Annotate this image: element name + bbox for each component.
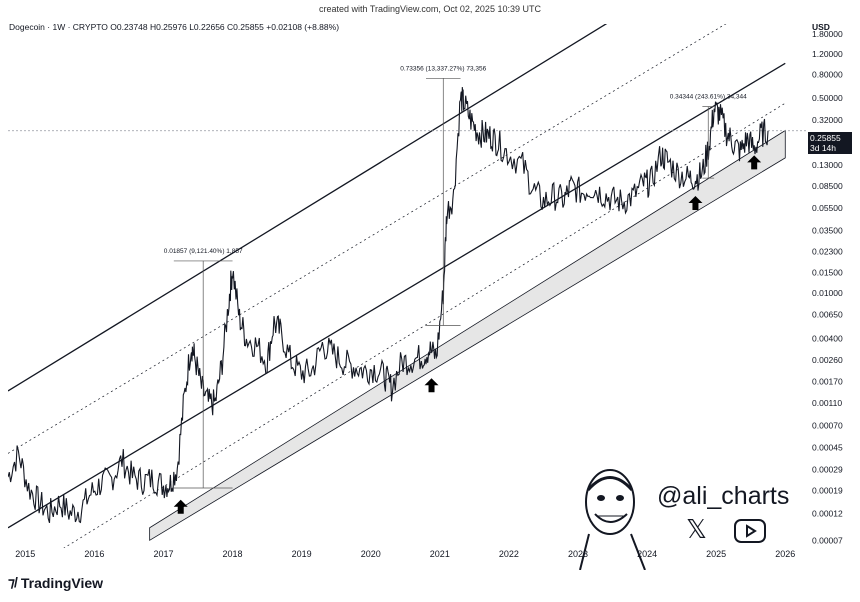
header-layer: Dogecoin · 1W · CRYPTO O0.23748 H0.25976… xyxy=(9,22,339,32)
annotation-layer: 0.01857 (9,121.40%) 1,857 0.73356 (13,337… xyxy=(164,65,762,514)
y-tick-label-16: 0.00170 xyxy=(812,376,843,386)
y-tick-label-1: 1.20000 xyxy=(812,49,843,59)
avatar-face-icon xyxy=(579,469,646,570)
channel-mid-line xyxy=(8,62,786,529)
y-tick-label-8: 0.05500 xyxy=(812,203,843,213)
measure-annotation-2: 0.73356 (13,337.27%) 73,356 xyxy=(400,65,487,326)
series-layer xyxy=(8,87,769,524)
measure-annotation-3: 0.34344 (243.61%) 34,344 xyxy=(670,94,747,179)
channel-layer xyxy=(8,24,806,548)
tradingview-mark-icon: ⁊/ xyxy=(8,574,18,590)
channel-dotted-line-2 xyxy=(8,24,727,454)
measure-label-1: 0.01857 (9,121.40%) 1,857 xyxy=(164,248,243,255)
youtube-icon xyxy=(734,519,766,543)
last-price-tag: 0.25855 3d 14h xyxy=(808,132,852,154)
watermark-handle: @ali_charts xyxy=(657,482,790,510)
x-tick-label-2025: 2025 xyxy=(706,549,726,559)
axis-layer: 1.800001.200000.800000.500000.320000.200… xyxy=(15,22,843,559)
ohlc-close: C0.25855 xyxy=(225,22,264,32)
x-tick-label-2024: 2024 xyxy=(637,549,657,559)
dogecoin-price-series xyxy=(8,87,769,524)
y-tick-label-0: 1.80000 xyxy=(812,29,843,39)
y-tick-label-17: 0.00110 xyxy=(812,398,842,408)
y-tick-label-22: 0.00012 xyxy=(812,508,843,518)
up-arrow-icon-1 xyxy=(173,499,188,514)
y-tick-label-2: 0.80000 xyxy=(812,69,843,79)
up-arrow-icon-2 xyxy=(424,378,439,393)
ohlc-change: +0.02108 (+8.88%) xyxy=(264,22,339,32)
y-tick-label-14: 0.00400 xyxy=(812,334,843,344)
y-tick-label-11: 0.01500 xyxy=(812,268,843,278)
currency-label: USD xyxy=(812,22,830,32)
x-tick-label-2016: 2016 xyxy=(84,549,104,559)
last-price-value: 0.25855 xyxy=(810,133,841,143)
chart-caption: created with TradingView.com, Oct 02, 20… xyxy=(319,4,541,14)
y-tick-label-3: 0.50000 xyxy=(812,93,843,103)
y-tick-label-6: 0.13000 xyxy=(812,160,843,170)
up-arrow-icon-3 xyxy=(688,195,703,210)
x-tick-label-2018: 2018 xyxy=(223,549,243,559)
ohlc-low: L0.22656 xyxy=(187,22,225,32)
x-tick-label-2019: 2019 xyxy=(292,549,312,559)
measure-label-3: 0.34344 (243.61%) 34,344 xyxy=(670,94,747,101)
bar-countdown: 3d 14h xyxy=(810,143,836,153)
up-arrow-icon-4 xyxy=(747,155,762,170)
y-tick-label-12: 0.01000 xyxy=(812,288,843,298)
ohlc-high: H0.25976 xyxy=(148,22,187,32)
y-tick-label-18: 0.00070 xyxy=(812,421,843,431)
x-tick-label-2015: 2015 xyxy=(15,549,35,559)
x-tick-label-2023: 2023 xyxy=(568,549,588,559)
y-tick-label-23: 0.00007 xyxy=(812,535,843,545)
tradingview-brand-text: TradingView xyxy=(20,574,104,591)
y-tick-label-20: 0.00029 xyxy=(812,464,843,474)
measure-annotation-1: 0.01857 (9,121.40%) 1,857 xyxy=(164,248,243,489)
y-tick-label-10: 0.02300 xyxy=(812,246,843,256)
channel-upper-line xyxy=(8,24,608,392)
x-tick-label-2020: 2020 xyxy=(361,549,381,559)
x-logo-icon: 𝕏 xyxy=(686,515,707,545)
x-tick-label-2017: 2017 xyxy=(153,549,173,559)
tradingview-logo[interactable]: ⁊/ TradingView xyxy=(8,574,103,591)
y-tick-label-15: 0.00260 xyxy=(812,355,843,365)
x-tick-label-2026: 2026 xyxy=(775,549,795,559)
chart-title: Dogecoin · 1W · CRYPTO xyxy=(9,22,108,32)
y-tick-label-9: 0.03500 xyxy=(812,225,843,235)
x-tick-label-2022: 2022 xyxy=(499,549,519,559)
y-tick-label-7: 0.08500 xyxy=(812,181,843,191)
ohlc-open: O0.23748 xyxy=(108,22,148,32)
y-tick-label-4: 0.32000 xyxy=(812,115,843,125)
x-tick-label-2021: 2021 xyxy=(430,549,450,559)
y-tick-label-19: 0.00045 xyxy=(812,443,843,453)
y-tick-label-13: 0.00650 xyxy=(812,309,843,319)
chart-title-ohlc: Dogecoin · 1W · CRYPTO O0.23748 H0.25976… xyxy=(9,22,339,32)
channel-dotted-line-1 xyxy=(63,102,786,548)
y-tick-label-21: 0.00019 xyxy=(812,486,843,496)
measure-label-2: 0.73356 (13,337.27%) 73,356 xyxy=(400,65,486,72)
